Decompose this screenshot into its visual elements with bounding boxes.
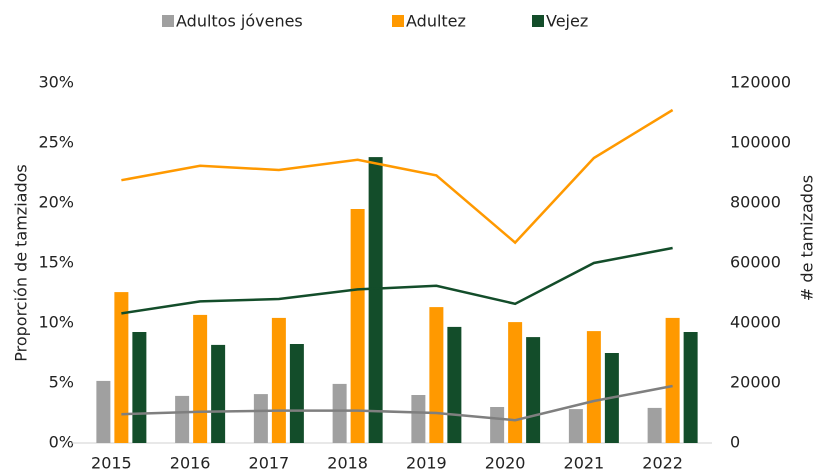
y-tick-label: 15% — [38, 253, 74, 272]
bar — [211, 344, 226, 443]
bar — [253, 394, 268, 443]
x-tick-label: 2019 — [406, 454, 447, 473]
y2-axis-label: # de tamizados — [798, 175, 817, 301]
bar — [683, 332, 698, 443]
bar — [132, 332, 147, 443]
x-tick-label: 2021 — [564, 454, 605, 473]
bar — [647, 407, 662, 443]
y-axis-label: Proporción de tamziados — [12, 164, 31, 362]
y2-tick-label: 120000 — [730, 73, 791, 92]
x-tick-label: 2015 — [91, 454, 132, 473]
bar — [368, 157, 383, 443]
line — [121, 384, 673, 422]
y-tick-label: 0% — [49, 433, 74, 452]
x-tick-label: 2017 — [249, 454, 290, 473]
bar — [289, 344, 304, 443]
y-tick-label: 20% — [38, 193, 74, 212]
legend-swatch — [392, 15, 404, 27]
y-tick-label: 25% — [38, 133, 74, 152]
legend-swatch — [532, 15, 544, 27]
legend-label: Adultos jóvenes — [176, 12, 303, 31]
bar — [350, 209, 365, 443]
y2-tick-label: 60000 — [730, 253, 781, 272]
y2-tick-label: 100000 — [730, 133, 791, 152]
bar — [568, 409, 583, 443]
bar — [447, 326, 462, 443]
legend-swatch — [162, 15, 174, 27]
bar — [411, 395, 426, 443]
bar — [332, 383, 347, 443]
y-tick-label: 10% — [38, 313, 74, 332]
y-tick-label: 5% — [49, 373, 74, 392]
bar — [665, 317, 680, 443]
bar — [429, 307, 444, 443]
legend-label: Vejez — [546, 12, 588, 31]
bar — [175, 395, 190, 443]
bar — [96, 380, 111, 443]
y2-tick-label: 80000 — [730, 193, 781, 212]
bar — [490, 407, 505, 443]
x-tick-label: 2018 — [327, 454, 368, 473]
bar — [114, 292, 129, 443]
x-tick-label: 2016 — [170, 454, 211, 473]
x-tick-label: 2020 — [485, 454, 526, 473]
x-tick-label: 2022 — [642, 454, 683, 473]
line — [121, 246, 673, 315]
y2-tick-label: 20000 — [730, 373, 781, 392]
bar — [526, 337, 541, 443]
y2-tick-label: 0 — [730, 433, 740, 452]
y-tick-label: 30% — [38, 73, 74, 92]
legend-label: Adultez — [406, 12, 466, 31]
bar — [508, 322, 523, 443]
bar — [193, 314, 208, 443]
y2-tick-label: 40000 — [730, 313, 781, 332]
bar — [586, 331, 601, 443]
bar — [271, 317, 286, 443]
line — [121, 108, 674, 245]
